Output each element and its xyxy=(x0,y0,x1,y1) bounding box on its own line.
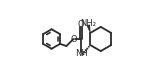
Text: NH₂: NH₂ xyxy=(80,19,96,28)
Polygon shape xyxy=(87,25,90,33)
Text: O: O xyxy=(70,34,77,44)
Text: NH: NH xyxy=(75,49,88,58)
Text: O: O xyxy=(78,20,84,29)
